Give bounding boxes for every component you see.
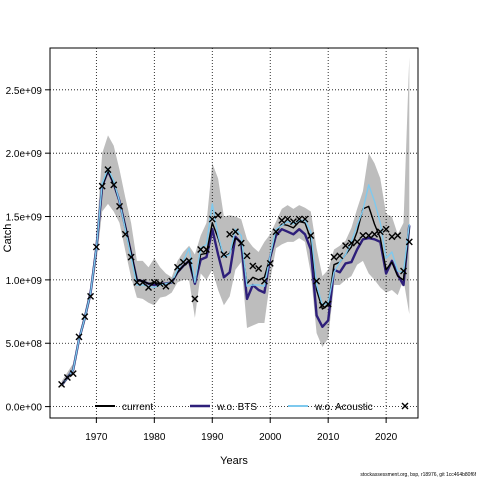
x-axis: 1970 1980 1990 2000 2010 2020 [85, 418, 398, 443]
x-tick-label: 1970 [85, 432, 108, 443]
confidence-band [61, 56, 410, 388]
observed-point [289, 218, 297, 226]
x-tick-label: 2010 [317, 432, 340, 443]
y-tick-label: 5.0e+08 [6, 339, 43, 350]
observed-point [162, 282, 170, 290]
observed-point [75, 333, 83, 341]
grid-layer [50, 48, 418, 418]
observed-point [376, 228, 384, 236]
observed-point [278, 216, 286, 224]
x-tick-label: 1980 [143, 432, 166, 443]
observed-point [92, 243, 100, 251]
observed-point [284, 215, 292, 223]
observed-point [266, 259, 274, 267]
observed-point [272, 228, 280, 236]
y-tick-label: 1.5e+09 [6, 213, 43, 224]
observed-point [382, 225, 390, 233]
observed-point [260, 277, 268, 285]
y-tick-label: 0.0e+00 [6, 403, 43, 414]
observed-point [371, 230, 379, 238]
observed-point [347, 239, 355, 247]
observed-point [405, 238, 413, 246]
legend-label: w.o. BTS [216, 402, 257, 413]
plot-area [49, 47, 419, 419]
legend-label: current [122, 402, 153, 413]
observed-point [330, 253, 338, 261]
observed-point [116, 202, 124, 210]
observed-point [394, 232, 402, 240]
observed-point [133, 278, 141, 286]
series-layer [60, 167, 411, 386]
y-axis-label: Catch [2, 224, 14, 253]
observed-point [301, 215, 309, 223]
plot-frame [49, 47, 419, 419]
observed-point [365, 232, 373, 240]
observed-point [127, 253, 135, 261]
observed-point [63, 373, 71, 381]
legend-observed-marker [401, 402, 409, 410]
observed-point [353, 238, 361, 246]
observed-point [156, 280, 164, 288]
observed-point [318, 301, 326, 309]
observed-point [81, 313, 89, 321]
observed-point [243, 252, 251, 260]
observed-point [121, 230, 129, 238]
observed-point [295, 215, 303, 223]
x-tick-label: 2000 [259, 432, 282, 443]
legend-label: w.o. Acoustic [314, 402, 373, 413]
observed-point [145, 283, 153, 291]
observed-point [98, 182, 106, 190]
observed-point [400, 267, 408, 275]
observed-point [69, 370, 77, 378]
legend-item-current: current [95, 402, 153, 413]
observed-point [237, 239, 245, 247]
observed-point [168, 277, 176, 285]
observed-point [220, 251, 228, 259]
observed-point [110, 181, 118, 189]
observed-point [208, 215, 216, 223]
observed-point [324, 300, 332, 308]
observed-point [139, 278, 147, 286]
observed-point [342, 242, 350, 250]
observed-point [231, 228, 239, 236]
observed-points-layer [58, 166, 413, 388]
x-tick-label: 1990 [201, 432, 224, 443]
observed-point [174, 263, 181, 271]
observed-point [197, 245, 205, 253]
observed-point [58, 380, 66, 388]
observed-point [336, 252, 344, 260]
confidence-band-layer [61, 56, 410, 388]
observed-point [87, 292, 95, 300]
observed-point [150, 278, 158, 286]
legend-item-w-o-acoustic: w.o. Acoustic [288, 402, 373, 413]
legend-item-w-o-bts: w.o. BTS [190, 402, 257, 413]
observed-point [104, 166, 112, 174]
observed-point [359, 232, 367, 240]
y-axis: 0.0e+00 5.0e+08 1.0e+09 1.5e+09 2.0e+09 2.5e+… [6, 86, 50, 414]
observed-point [255, 264, 263, 272]
x-tick-label: 2020 [375, 432, 398, 443]
y-tick-label: 2.5e+09 [6, 86, 43, 97]
observed-point [202, 245, 210, 253]
observed-point [191, 295, 199, 303]
legend: current w.o. BTS w.o. Acoustic [95, 402, 409, 413]
observed-point [313, 277, 321, 285]
observed-point [214, 211, 222, 219]
series-line-w-o-acoustic [61, 167, 410, 386]
observed-point [249, 262, 257, 270]
x-axis-label: Years [220, 455, 248, 467]
y-tick-label: 1.0e+09 [6, 276, 43, 287]
observed-point [307, 232, 315, 240]
footer-credit: stockassessment.org, bsp, r18976, git 1c… [360, 472, 476, 478]
observed-point [185, 257, 193, 265]
y-tick-label: 2.0e+09 [6, 149, 43, 160]
observed-point [226, 230, 234, 238]
observed-point [388, 233, 396, 241]
observed-point [179, 258, 187, 266]
